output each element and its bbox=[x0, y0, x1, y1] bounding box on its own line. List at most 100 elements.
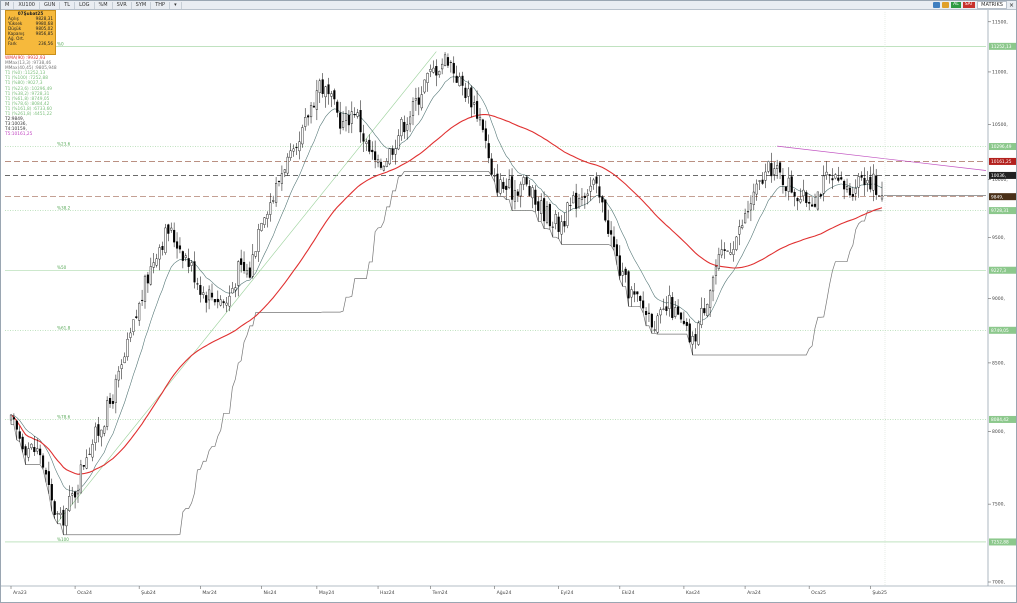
candle-body bbox=[502, 181, 505, 189]
candle-body bbox=[167, 224, 170, 234]
candle-body bbox=[513, 189, 517, 202]
candle-body bbox=[473, 102, 476, 105]
fib-level-label: %50 bbox=[57, 265, 67, 270]
legend-line: T1 (%38,2) :9728,31 bbox=[5, 91, 50, 97]
candle-body bbox=[141, 299, 144, 301]
toolbar-item-period[interactable]: M bbox=[1, 1, 15, 9]
candle-body bbox=[371, 149, 374, 153]
candle-body bbox=[39, 448, 42, 456]
candle-body bbox=[324, 86, 327, 98]
candle-body bbox=[178, 245, 182, 250]
candle-body bbox=[344, 113, 348, 121]
grid-icon[interactable] bbox=[933, 2, 941, 8]
dropdown-arrow-icon[interactable]: ▾ bbox=[170, 1, 182, 9]
price-chart[interactable]: 11500, 11000, 10500, 10000, 9500, 9000, 8500, 8… bbox=[1, 10, 1016, 601]
toolbar-item-svr[interactable]: SVR bbox=[113, 1, 132, 9]
candle-body bbox=[135, 316, 138, 318]
candle-body bbox=[97, 424, 100, 436]
candle-body bbox=[409, 116, 412, 125]
close-icon[interactable]: × bbox=[1008, 1, 1014, 9]
fib-price-label: 9728,31 bbox=[991, 208, 1009, 214]
fib-price-tag bbox=[989, 326, 1016, 334]
candle-body bbox=[199, 285, 202, 295]
toolbar-item-symbol[interactable]: XU100 bbox=[14, 1, 40, 9]
candle-body bbox=[193, 261, 196, 283]
fib-price-tag bbox=[989, 207, 1016, 215]
x-tick-label: Mar24 bbox=[202, 590, 217, 596]
sell-button[interactable]: SAT bbox=[962, 2, 976, 8]
legend-line: T4:10159, bbox=[5, 127, 27, 133]
candle-body bbox=[379, 161, 383, 168]
candle-body bbox=[196, 283, 199, 285]
candle-body bbox=[781, 175, 785, 186]
fib-level-label: %23,6 bbox=[57, 142, 71, 147]
candle-body bbox=[662, 308, 665, 310]
candle-body bbox=[633, 291, 636, 295]
fib-price-label: 8084,42 bbox=[991, 417, 1009, 423]
y-tick-label: 10500, bbox=[992, 122, 1008, 128]
candle-body bbox=[347, 114, 350, 126]
candle-body bbox=[184, 255, 187, 258]
candle-body bbox=[234, 287, 237, 291]
info-date: 07Şubat25 bbox=[17, 11, 44, 16]
candle-body bbox=[572, 195, 575, 204]
candle-body bbox=[636, 291, 639, 295]
candle-body bbox=[837, 177, 840, 181]
toolbar-item-interval[interactable]: GUN bbox=[40, 1, 61, 9]
candle-body bbox=[784, 186, 787, 191]
candle-body bbox=[368, 139, 371, 152]
candle-body bbox=[132, 319, 135, 332]
candle-body bbox=[744, 213, 747, 224]
candle-body bbox=[484, 128, 487, 141]
candle-body bbox=[476, 101, 479, 119]
candle-body bbox=[671, 297, 674, 318]
candle-body bbox=[726, 250, 729, 252]
candle-body bbox=[79, 464, 82, 494]
candle-body bbox=[365, 141, 368, 144]
candle-body bbox=[126, 338, 129, 358]
candle-body bbox=[406, 124, 409, 131]
y-tick-label: 7000, bbox=[992, 580, 1005, 586]
candle-body bbox=[650, 313, 653, 328]
candle-body bbox=[260, 223, 263, 231]
toolbar-item-currency[interactable]: TL bbox=[60, 1, 76, 9]
candle-body bbox=[388, 148, 391, 165]
candle-body bbox=[272, 200, 275, 202]
level-price-label: 10036, bbox=[991, 173, 1006, 179]
candle-body bbox=[263, 217, 266, 225]
candle-body bbox=[452, 62, 455, 74]
candle-body bbox=[91, 444, 94, 458]
legend-line: T1 (%100) :7252,88 bbox=[5, 76, 48, 82]
candle-body bbox=[286, 156, 289, 174]
candle-body bbox=[129, 332, 132, 338]
candle-body bbox=[796, 198, 799, 202]
candle-body bbox=[149, 266, 152, 285]
x-tick-label: Şub24 bbox=[141, 590, 156, 596]
candle-body bbox=[880, 195, 884, 200]
toolbar-item-log[interactable]: LOG bbox=[75, 1, 95, 9]
trend-line-support bbox=[57, 51, 437, 523]
alert-icon[interactable] bbox=[942, 2, 950, 8]
candle-body bbox=[822, 175, 825, 194]
candle-body bbox=[108, 398, 112, 404]
ohlc-info-box: 07Şubat25 Açılış 9828,31 Yüksek 9980,68 Dü… bbox=[5, 10, 56, 55]
x-tick-label: Kas24 bbox=[686, 590, 700, 596]
y-tick-label: 11000, bbox=[992, 70, 1008, 76]
buy-button[interactable]: AL bbox=[951, 2, 961, 8]
candle-body bbox=[787, 177, 790, 192]
toolbar-item-percent[interactable]: %M bbox=[95, 1, 113, 9]
candle-body bbox=[210, 292, 214, 298]
indicator-legend: WMA(90) :9932,93 MMax(13,3) :9738,46 MMax(… bbox=[5, 56, 57, 138]
candle-body bbox=[277, 180, 281, 182]
level-price-label: 9849, bbox=[991, 194, 1003, 200]
candle-body bbox=[455, 75, 458, 83]
toolbar-item-sym[interactable]: SYM bbox=[132, 1, 152, 9]
candle-body bbox=[289, 150, 292, 158]
toolbar-item-thp[interactable]: THP bbox=[151, 1, 171, 9]
y-tick-label: 8000, bbox=[992, 429, 1005, 435]
candle-body bbox=[62, 509, 65, 526]
candle-body bbox=[610, 230, 613, 235]
fib-price-tag bbox=[989, 415, 1016, 423]
candle-body bbox=[854, 187, 857, 194]
candle-body bbox=[106, 400, 109, 427]
